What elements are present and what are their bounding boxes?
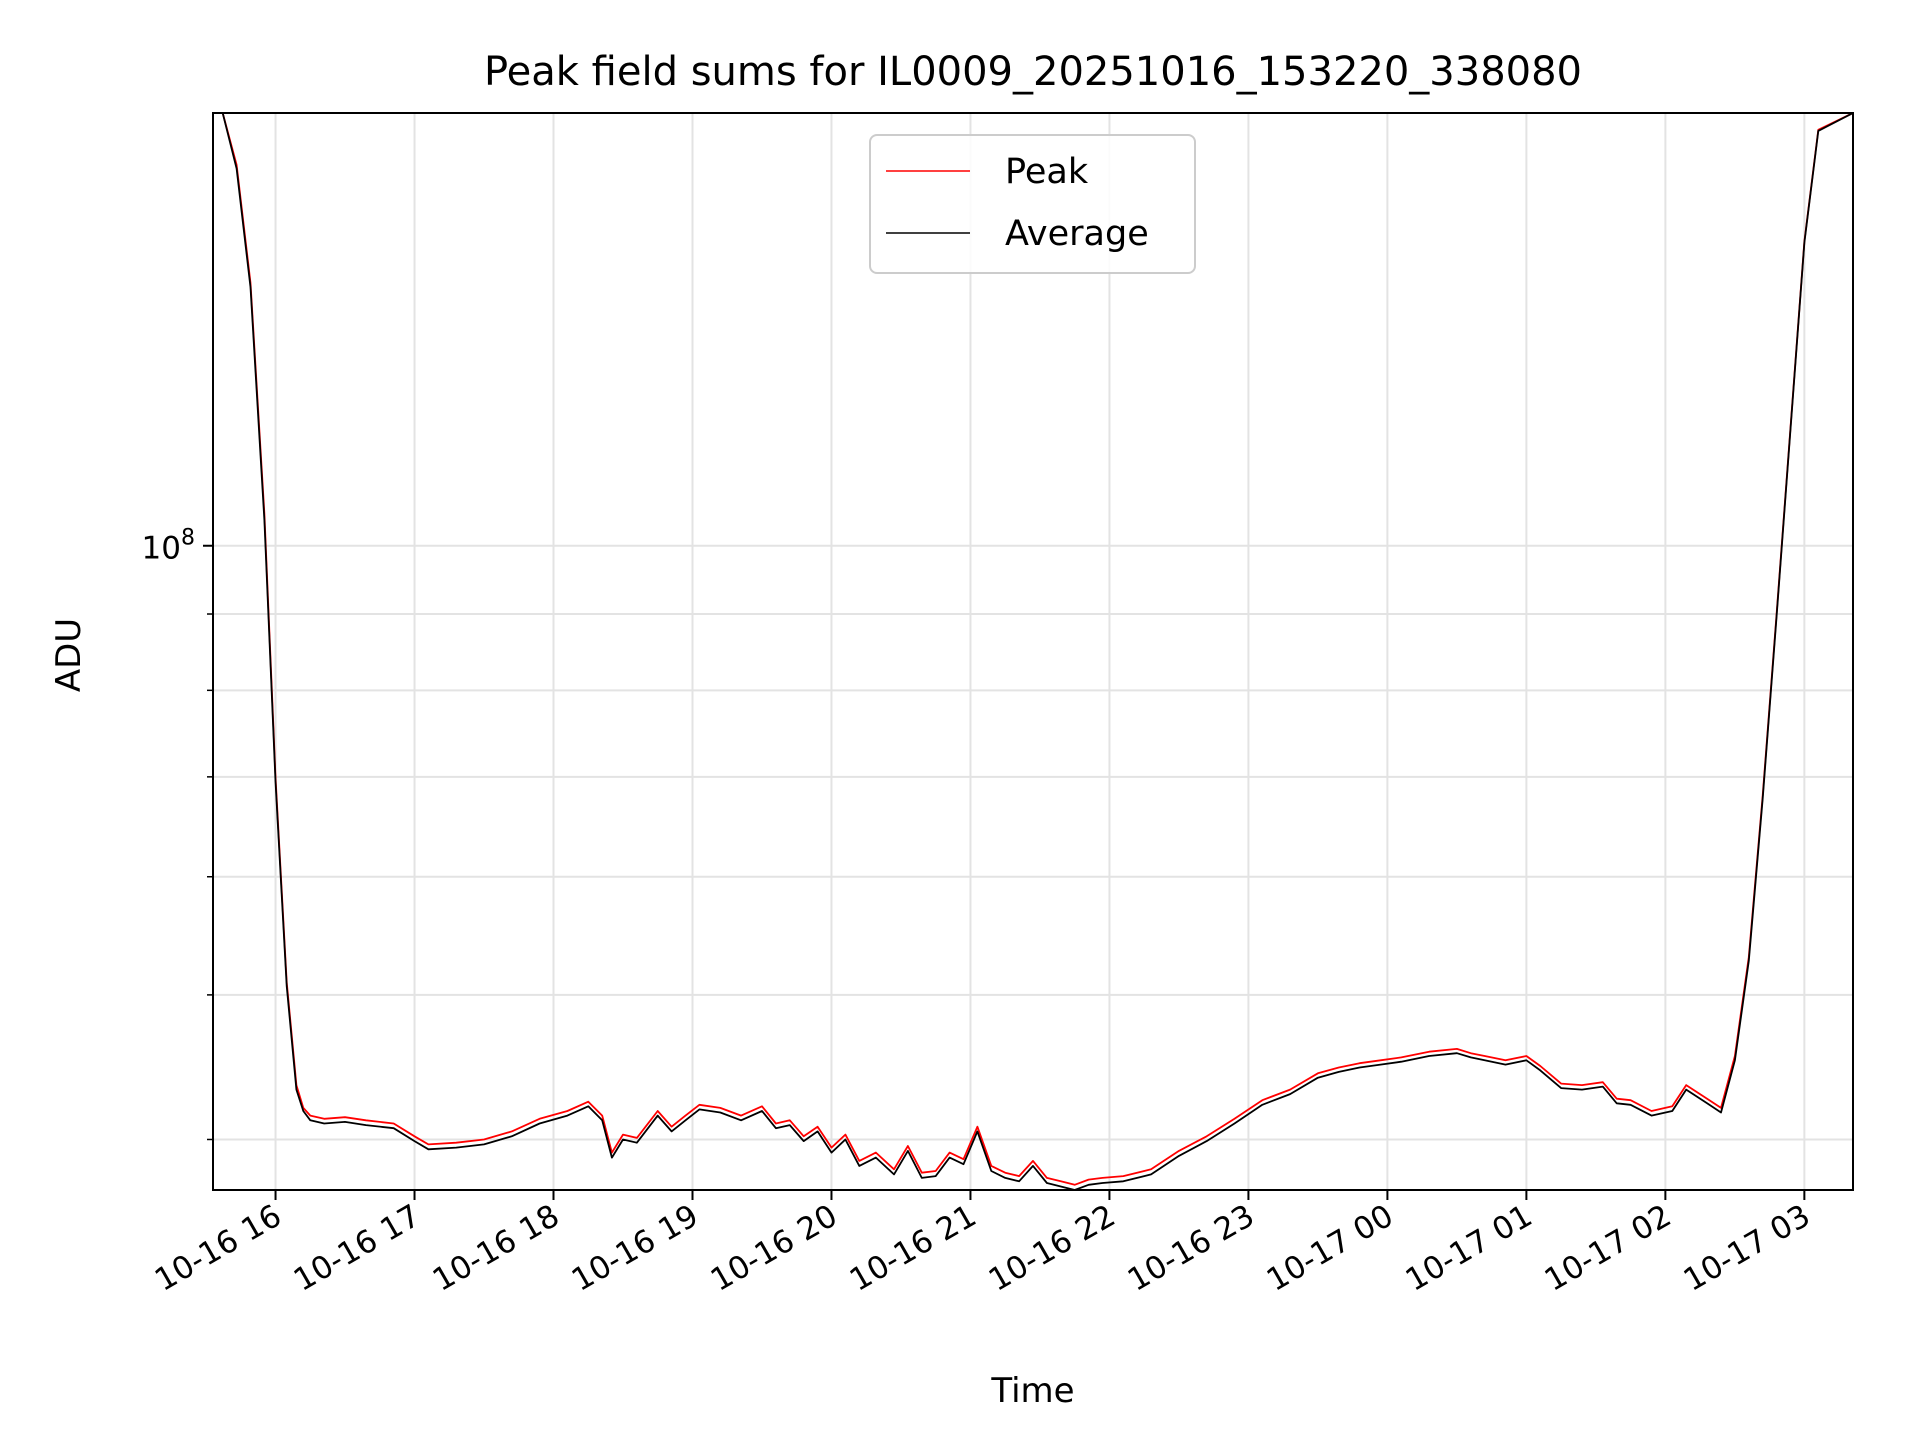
- grid: [213, 113, 1853, 1190]
- legend-peak-label: Peak: [1005, 152, 1089, 192]
- series-line-peak: [213, 113, 1853, 1186]
- plot-series: [213, 113, 1853, 1190]
- y-tick-label: 108: [142, 526, 195, 567]
- legend: Peak Average: [869, 134, 1196, 274]
- x-axis-label: Time: [990, 1371, 1074, 1411]
- y-axis-label: ADU: [49, 618, 89, 692]
- chart-title: Peak field sums for IL0009_20251016_1532…: [484, 49, 1582, 95]
- legend-box: [869, 134, 1196, 274]
- plot-frame: [212, 112, 1854, 1191]
- series-line-average: [213, 113, 1853, 1190]
- legend-average-label: Average: [1005, 214, 1149, 254]
